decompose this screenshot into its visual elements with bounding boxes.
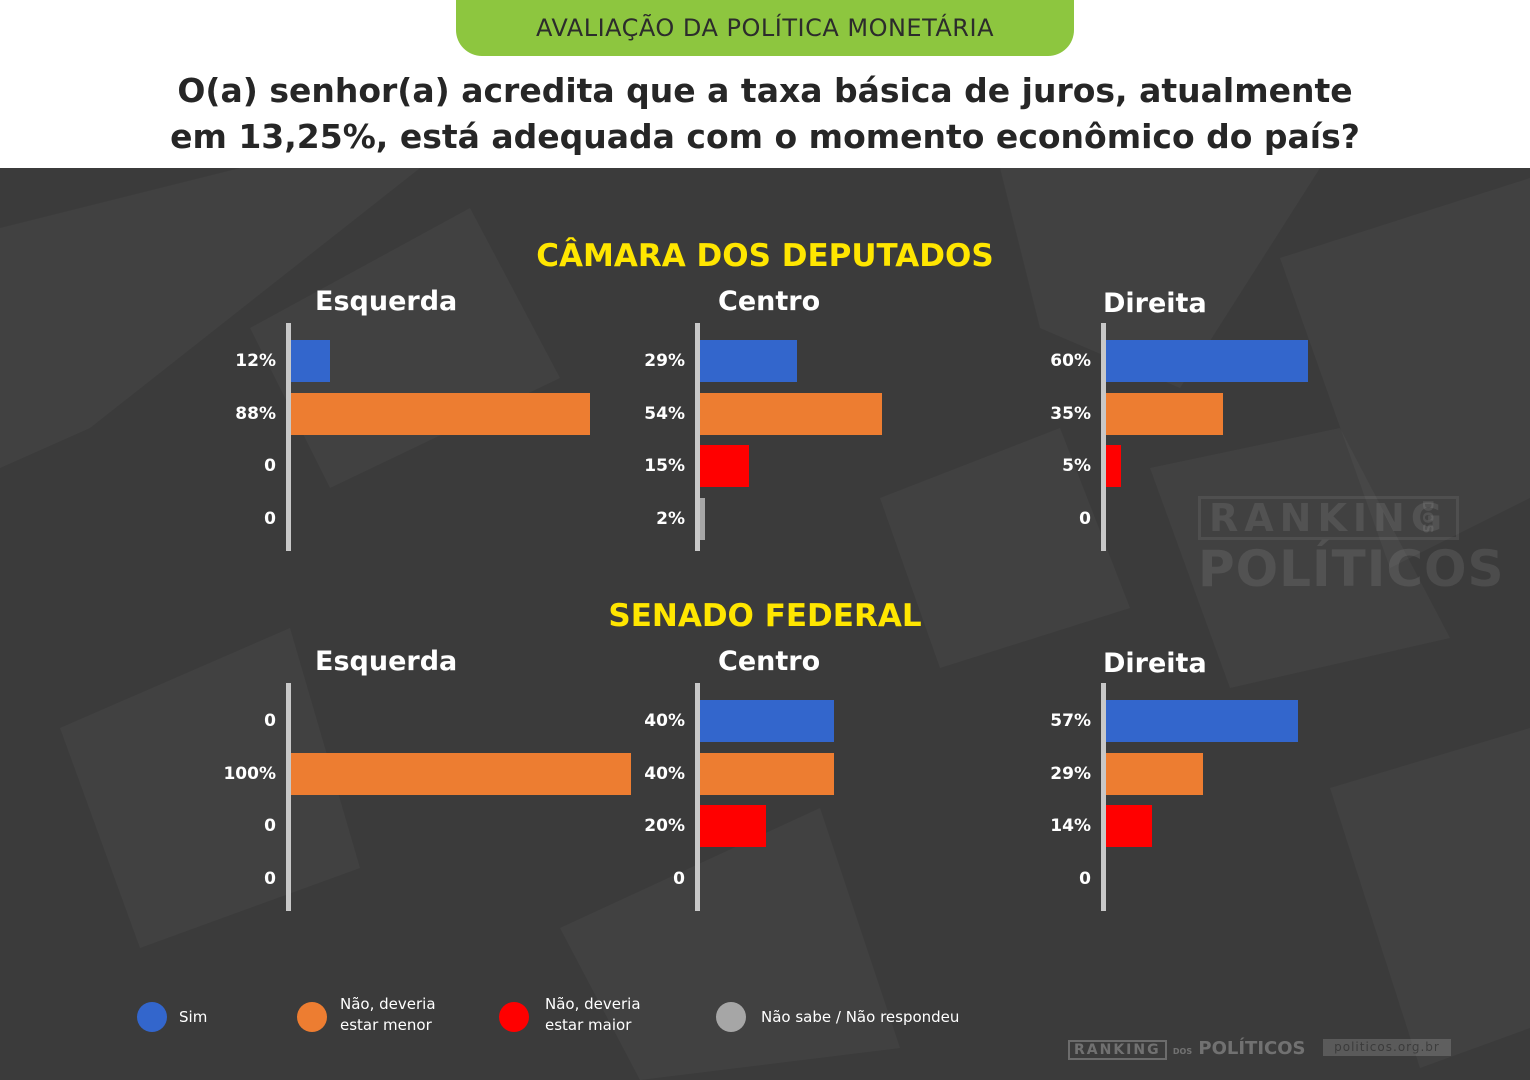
- legend-label-line: Não, deveria: [340, 995, 436, 1013]
- legend-swatch: [499, 1002, 529, 1032]
- group-title: Esquerda: [315, 286, 458, 317]
- chart-axis: [1101, 683, 1106, 911]
- value-label: 0: [673, 869, 685, 889]
- legend-label: Não, deveria estar menor: [340, 994, 436, 1036]
- value-label: 35%: [1050, 404, 1091, 424]
- section-tag-text: AVALIAÇÃO DA POLÍTICA MONETÁRIA: [536, 14, 994, 42]
- value-label: 0: [264, 869, 276, 889]
- section-tag: AVALIAÇÃO DA POLÍTICA MONETÁRIA: [456, 0, 1074, 56]
- value-label: 54%: [644, 404, 685, 424]
- bar: [1104, 753, 1203, 795]
- bar: [698, 700, 834, 742]
- bar: [1104, 340, 1308, 382]
- ranking-watermark: RANKING DOS POLÍTICOS: [1198, 496, 1505, 594]
- footer-url: politicos.org.br: [1323, 1039, 1451, 1056]
- bar: [289, 753, 631, 795]
- question-title: O(a) senhor(a) acredita que a taxa básic…: [0, 68, 1530, 160]
- bar: [1104, 393, 1223, 435]
- value-label: 0: [1079, 869, 1091, 889]
- value-label: 40%: [644, 764, 685, 784]
- value-label: 12%: [235, 351, 276, 371]
- bar: [698, 340, 797, 382]
- bar: [698, 805, 766, 847]
- value-label: 40%: [644, 711, 685, 731]
- footer-logo-dos: DOS: [1172, 1047, 1193, 1056]
- group-title: Centro: [718, 286, 821, 317]
- chart-panel: RANKING DOS POLÍTICOS: [0, 168, 1530, 1080]
- bar: [1104, 700, 1298, 742]
- value-label: 29%: [644, 351, 685, 371]
- bar: [698, 753, 834, 795]
- value-label: 0: [264, 711, 276, 731]
- watermark-dos: DOS: [1419, 500, 1435, 534]
- bar: [289, 393, 590, 435]
- footer-logo: RANKING DOS POLÍTICOS: [1068, 1038, 1306, 1060]
- section-title-senado: SENADO FEDERAL: [608, 598, 922, 634]
- legend-label-line: estar menor: [340, 1016, 432, 1034]
- footer-logo-politicos: POLÍTICOS: [1198, 1038, 1306, 1059]
- value-label: 0: [264, 456, 276, 476]
- value-label: 60%: [1050, 351, 1091, 371]
- legend-label: Sim: [179, 1007, 207, 1028]
- value-label: 57%: [1050, 711, 1091, 731]
- bar: [698, 498, 705, 540]
- group-title: Direita: [1103, 288, 1207, 319]
- header-band: AVALIAÇÃO DA POLÍTICA MONETÁRIA O(a) sen…: [0, 0, 1530, 168]
- bar: [1104, 805, 1152, 847]
- legend-swatch: [137, 1002, 167, 1032]
- bar: [698, 445, 749, 487]
- chart-axis: [1101, 323, 1106, 551]
- legend-swatch: [716, 1002, 746, 1032]
- footer-logo-ranking: RANKING: [1068, 1040, 1167, 1060]
- question-line-1: O(a) senhor(a) acredita que a taxa básic…: [177, 71, 1353, 110]
- watermark-ranking: RANKING: [1198, 496, 1460, 540]
- bar: [698, 393, 882, 435]
- legend-label-line: Não sabe / Não respondeu: [761, 1008, 960, 1026]
- chart-axis: [286, 323, 291, 551]
- bar: [289, 340, 331, 382]
- value-label: 20%: [644, 816, 685, 836]
- value-label: 15%: [644, 456, 685, 476]
- section-title-camara: CÂMARA DOS DEPUTADOS: [536, 238, 994, 274]
- group-title: Esquerda: [315, 646, 458, 677]
- question-line-2: em 13,25%, está adequada com o momento e…: [170, 117, 1360, 156]
- group-title: Centro: [718, 646, 821, 677]
- legend-label-line: Não, deveria: [545, 995, 641, 1013]
- value-label: 29%: [1050, 764, 1091, 784]
- chart-axis: [695, 683, 700, 911]
- value-label: 14%: [1050, 816, 1091, 836]
- legend-label: Não, deveria estar maior: [545, 994, 641, 1036]
- chart-axis: [286, 683, 291, 911]
- value-label: 88%: [235, 404, 276, 424]
- group-title: Direita: [1103, 648, 1207, 679]
- value-label: 5%: [1062, 456, 1091, 476]
- watermark-politicos: POLÍTICOS: [1198, 540, 1505, 598]
- legend-label-line: Sim: [179, 1008, 208, 1026]
- value-label: 2%: [656, 509, 685, 529]
- value-label: 0: [264, 509, 276, 529]
- legend-label: Não sabe / Não respondeu: [761, 1007, 959, 1028]
- value-label: 0: [264, 816, 276, 836]
- value-label: 0: [1079, 509, 1091, 529]
- legend-swatch: [297, 1002, 327, 1032]
- value-label: 100%: [223, 764, 276, 784]
- legend-label-line: estar maior: [545, 1016, 632, 1034]
- bar: [1104, 445, 1121, 487]
- chart-axis: [695, 323, 700, 551]
